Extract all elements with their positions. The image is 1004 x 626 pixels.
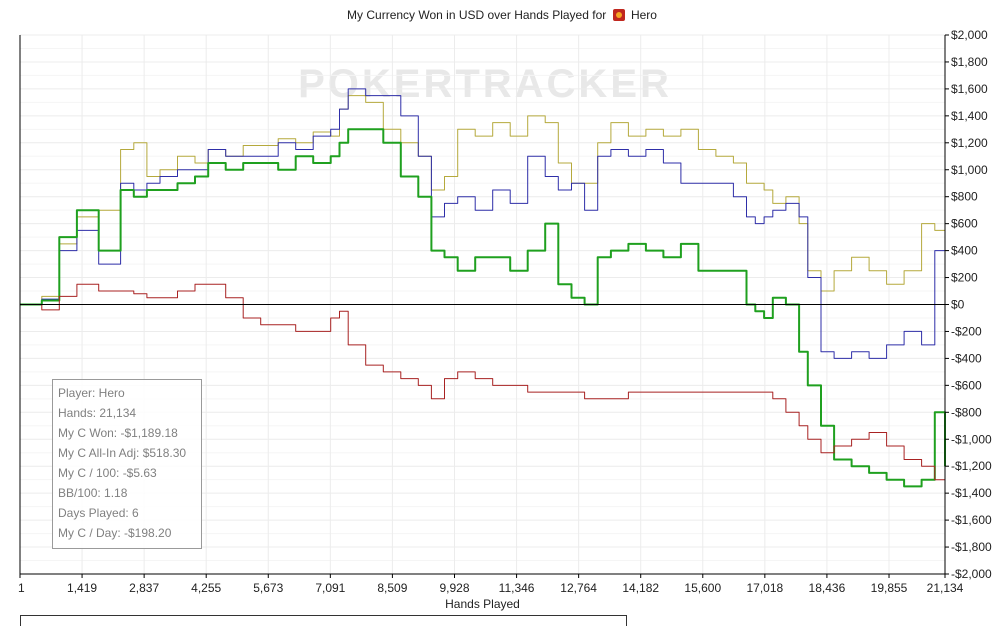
y-tick-label: $400 [951, 244, 978, 258]
grid-lines [19, 34, 946, 575]
series-line [20, 95, 946, 305]
series-lines [20, 88, 946, 488]
axes: $2,000 $1,800 $1,600 $1,400 $1,200 $1,000 $800… [18, 28, 992, 611]
y-tick-label: $600 [951, 217, 978, 231]
y-tick-label: -$2,000 [951, 567, 992, 581]
chart-title-player: Hero [630, 8, 657, 22]
player-flag-icon [612, 9, 625, 21]
stat-hands: Hands: 21,134 [58, 406, 137, 420]
x-tick-label: 12,764 [560, 581, 597, 595]
x-tick-label: 14,182 [622, 581, 659, 595]
x-tick-label: 18,436 [809, 581, 846, 595]
y-tick-label: $0 [951, 298, 965, 312]
y-tick-label: -$1,600 [951, 513, 992, 527]
series-line [20, 283, 946, 487]
x-tick-label: 4,255 [191, 581, 221, 595]
x-tick-label: 19,855 [871, 581, 908, 595]
chart-title-text: My Currency Won in USD over Hands Played… [347, 8, 607, 22]
x-tick-label: 7,091 [315, 581, 345, 595]
x-tick-label: 15,600 [684, 581, 721, 595]
stat-allin-adj: My C All-In Adj: $518.30 [58, 446, 187, 460]
y-tick-label: -$1,200 [951, 459, 992, 473]
stat-per-100: My C / 100: -$5.63 [58, 466, 157, 480]
x-tick-label: 2,837 [129, 581, 159, 595]
stat-player: Player: Hero [58, 386, 125, 400]
y-tick-label: $1,000 [951, 163, 988, 177]
y-tick-label: $800 [951, 190, 978, 204]
x-tick-label: 21,134 [927, 581, 964, 595]
stats-panel: Player: Hero Hands: 21,134 My C Won: -$1… [52, 379, 202, 549]
y-tick-label: -$800 [951, 405, 982, 419]
y-tick-label: $1,800 [951, 55, 988, 69]
y-tick-label: $200 [951, 271, 978, 285]
y-tick-label: -$200 [951, 324, 982, 338]
x-tick-label: 1,419 [67, 581, 97, 595]
x-tick-label: 1 [18, 581, 25, 595]
x-axis-label: Hands Played [445, 597, 520, 611]
stat-days: Days Played: 6 [58, 506, 139, 520]
x-tick-label: 11,346 [499, 581, 535, 595]
stat-won: My C Won: -$1,189.18 [58, 426, 178, 440]
series-line [20, 88, 946, 359]
series-line [20, 128, 946, 488]
stat-bb-100: BB/100: 1.18 [58, 486, 128, 500]
x-tick-label: 8,509 [377, 581, 407, 595]
y-tick-label: -$600 [951, 378, 982, 392]
y-tick-label: -$1,800 [951, 540, 992, 554]
chart-title: My Currency Won in USD over Hands Played… [0, 8, 1004, 22]
watermark: POKERTRACKER [298, 62, 672, 106]
y-tick-label: $2,000 [951, 28, 988, 42]
y-tick-label: $1,400 [951, 109, 988, 123]
x-tick-label: 17,018 [746, 581, 783, 595]
y-tick-label: $1,600 [951, 82, 988, 96]
y-tick-label: -$400 [951, 351, 982, 365]
x-tick-label: 9,928 [439, 581, 469, 595]
y-tick-label: $1,200 [951, 136, 988, 150]
y-tick-label: -$1,000 [951, 432, 992, 446]
x-tick-label: 5,673 [253, 581, 283, 595]
y-tick-label: -$1,400 [951, 486, 992, 500]
stat-per-day: My C / Day: -$198.20 [58, 526, 172, 540]
